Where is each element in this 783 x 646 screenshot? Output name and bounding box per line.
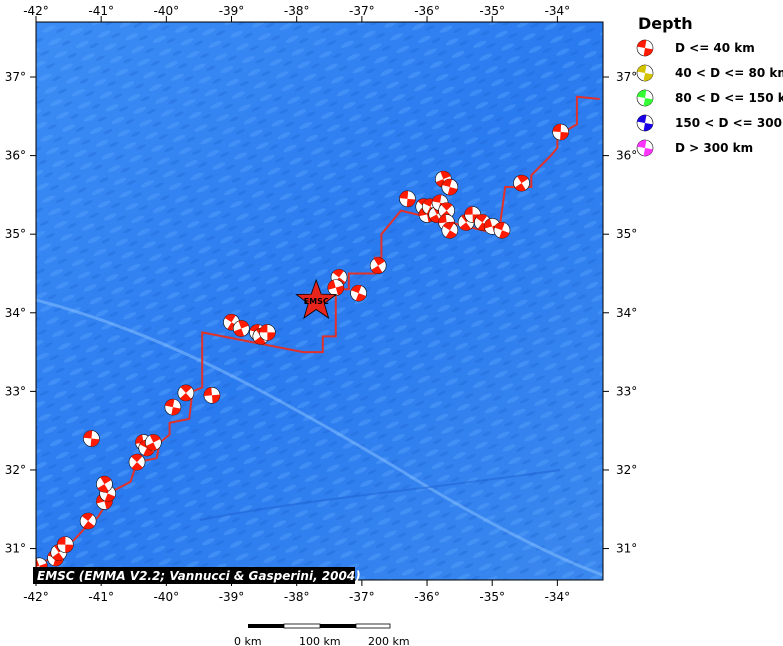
longitude-labels-bottom: -42° -41° -40° -39° -38° -37° -36° -35° -34° — [23, 590, 570, 604]
scale-bar: 0 km 100 km 200 km — [234, 623, 410, 646]
legend-item-label: 40 < D <= 80 km — [675, 66, 783, 80]
focal-mechanism-event — [83, 430, 100, 447]
lon-tick-label: -39° — [219, 590, 245, 604]
scale-segment-3 — [320, 624, 356, 628]
lon-tick-label-top: -36° — [414, 4, 440, 18]
latitude-labels-right: 31° 32° 33° 34° 35° 36° 37° — [616, 70, 637, 556]
focal-mechanism-event — [232, 320, 250, 337]
lon-tick-label: -37° — [349, 590, 375, 604]
focal-mechanism-event — [164, 398, 182, 416]
lat-tick-label-right: 32° — [616, 463, 637, 477]
lat-tick-label-right: 33° — [616, 384, 637, 398]
focal-mechanism-event — [327, 279, 345, 296]
scale-segment-4 — [355, 623, 391, 629]
lon-tick-label-top: -41° — [88, 4, 114, 18]
lon-tick-label: -35° — [479, 590, 505, 604]
lat-tick-label: 34° — [5, 306, 26, 320]
lon-tick-label: -36° — [414, 590, 440, 604]
plate-boundary-line — [36, 95, 600, 567]
focal-mechanism-event — [552, 123, 569, 141]
focal-mechanism-event — [145, 434, 162, 451]
lon-tick-label-top: -34° — [545, 4, 571, 18]
lon-tick-label: -41° — [88, 590, 114, 604]
credit-background — [33, 567, 355, 584]
longitude-labels-top: -42° -41° -40° -39° -38° -37° -36° -35° -34° — [23, 4, 570, 18]
latitude-labels-left: 31° 32° 33° 34° 35° 36° 37° — [5, 70, 26, 556]
lon-tick-label: -42° — [23, 590, 49, 604]
lon-tick-label: -40° — [154, 590, 180, 604]
lat-tick-label: 32° — [5, 463, 26, 477]
lat-tick-label-right: 35° — [616, 227, 637, 241]
focal-mechanism-event — [128, 453, 146, 471]
lat-tick-label-right: 36° — [616, 149, 637, 163]
fracture-zone-ridge-2 — [199, 469, 561, 521]
legend-beachball-icon — [636, 64, 654, 82]
legend-beachball-icon — [636, 39, 654, 57]
focal-mechanism-event — [513, 174, 530, 192]
legend-item-label: D > 300 km — [675, 141, 753, 155]
focal-mechanism-event — [259, 324, 276, 341]
focal-mechanism-event — [177, 384, 195, 402]
lat-tick-label: 31° — [5, 542, 26, 556]
lon-tick-label-top: -40° — [154, 4, 180, 18]
scale-label-0: 0 km — [234, 635, 262, 646]
lat-tick-label: 36° — [5, 149, 26, 163]
lon-tick-label: -38° — [284, 590, 310, 604]
focal-mechanism-event — [441, 178, 459, 196]
focal-mechanism-event — [441, 221, 459, 239]
focal-mechanism-event — [493, 221, 511, 239]
lat-tick-label-right: 31° — [616, 542, 637, 556]
lat-tick-label: 35° — [5, 227, 26, 241]
legend-item-label: D <= 40 km — [675, 41, 755, 55]
lon-tick-label-top: -38° — [284, 4, 310, 18]
credit-box: EMSC (EMMA V2.2; Vannucci & Gasperini, 2… — [33, 567, 361, 584]
map-frame: EMSC — [30, 16, 609, 586]
fracture-zone-ridge — [36, 298, 603, 577]
legend-item-label: 150 < D <= 300 km — [675, 116, 783, 130]
legend-beachball-icon — [636, 139, 654, 157]
epicenter-label: EMSC — [304, 297, 329, 306]
focal-mechanism-event — [350, 284, 367, 302]
focal-mechanism-event — [96, 475, 113, 493]
focal-mechanism-event — [57, 536, 74, 553]
legend-beachball-icon — [636, 89, 654, 107]
scale-segment-1 — [248, 624, 284, 628]
epicenter-star-icon — [295, 278, 338, 319]
lon-tick-label-top: -37° — [349, 4, 375, 18]
legend-item-label: 80 < D <= 150 km — [675, 91, 783, 105]
focal-mechanism-event — [369, 257, 387, 274]
scale-segment-2 — [283, 623, 321, 629]
lon-tick-label-top: -42° — [23, 4, 49, 18]
epicenter-layer: EMSC — [295, 278, 338, 319]
lon-tick-label-top: -39° — [219, 4, 245, 18]
credit-text: EMSC (EMMA V2.2; Vannucci & Gasperini, 2… — [37, 569, 361, 583]
legend: Depth D <= 40 km 40 < D <= 80 km 80 < D <=… — [636, 14, 783, 157]
plate-boundary-layer — [36, 95, 600, 567]
scale-label-100: 100 km — [299, 635, 341, 646]
lon-tick-label: -34° — [545, 590, 571, 604]
scale-label-200: 200 km — [368, 635, 410, 646]
lon-tick-label-top: -35° — [479, 4, 505, 18]
legend-items: D <= 40 km 40 < D <= 80 km 80 < D <= 150 k… — [636, 39, 783, 157]
focal-mechanism-event — [399, 190, 416, 208]
legend-beachball-icon — [636, 114, 654, 132]
lat-tick-label: 37° — [5, 70, 26, 84]
legend-title: Depth — [638, 14, 693, 33]
focal-mechanism-event — [203, 387, 221, 404]
focal-mechanism-event — [79, 512, 97, 530]
lat-tick-label: 33° — [5, 384, 26, 398]
events-layer — [36, 123, 569, 575]
lat-tick-label-right: 37° — [616, 70, 637, 84]
lat-tick-label-right: 34° — [616, 306, 637, 320]
